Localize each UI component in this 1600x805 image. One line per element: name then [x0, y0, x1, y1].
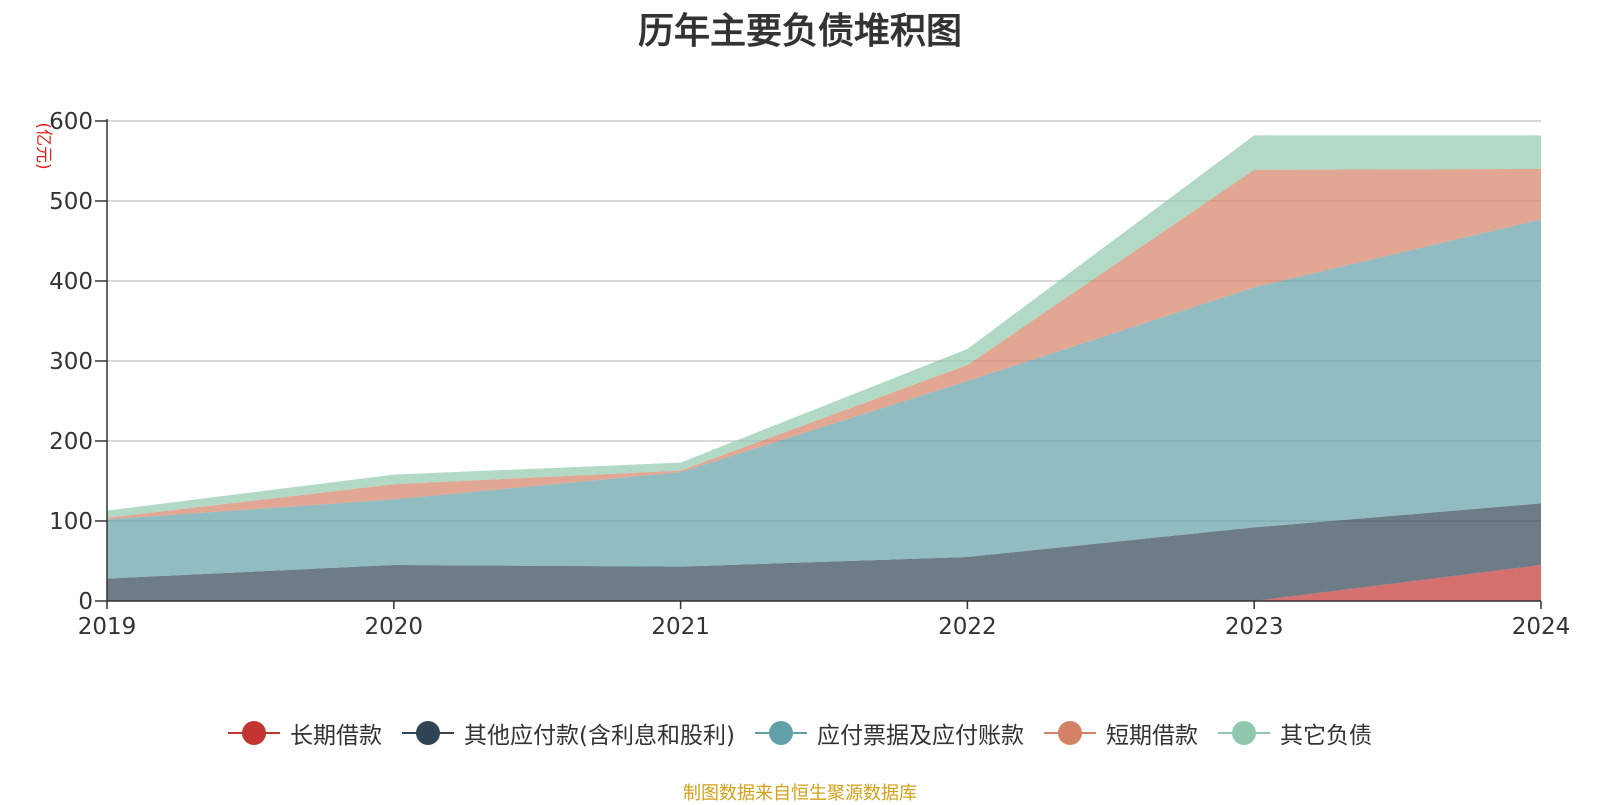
legend-marker-icon	[1217, 721, 1270, 745]
area-应付票据及应付账款	[107, 219, 1541, 579]
x-tick-label: 2019	[78, 614, 137, 640]
legend-item[interactable]: 其它负债	[1217, 716, 1372, 750]
legend-item[interactable]: 应付票据及应付账款	[754, 716, 1024, 750]
y-tick-labels: 0 100 200 300 400 500 600	[49, 109, 93, 615]
legend-marker-icon	[1043, 721, 1096, 745]
x-tick-label: 2022	[938, 614, 997, 640]
chart-title: 历年主要负债堆积图	[637, 11, 962, 52]
y-tick-label: 500	[49, 189, 93, 215]
x-tick-label: 2020	[365, 614, 424, 640]
legend-marker-icon	[754, 721, 807, 745]
area-长期借款	[107, 565, 1541, 601]
legend-label: 短期借款	[1105, 723, 1198, 749]
legend: 长期借款 其他应付款(含利息和股利) 应付票据及应付账款 短期借款 其它负债	[0, 716, 1600, 750]
legend-item[interactable]: 长期借款	[228, 716, 382, 750]
y-tick-label: 100	[49, 509, 93, 535]
y-tick-label: 300	[49, 349, 93, 375]
y-tick-label: 200	[49, 429, 93, 455]
legend-label: 长期借款	[290, 723, 383, 749]
axes	[106, 119, 1542, 609]
legend-label: 其他应付款(含利息和股利)	[464, 723, 735, 749]
area-series	[107, 135, 1541, 601]
y-tick-label: 0	[78, 589, 93, 615]
source-note: 制图数据来自恒生聚源数据库	[683, 783, 917, 804]
legend-item[interactable]: 短期借款	[1043, 716, 1198, 750]
chart-canvas: 0 100 200 300 400 500 600 2019 2020 2021 2022 2023…	[33, 109, 1571, 640]
x-tick-label: 2021	[651, 614, 710, 640]
area-短期借款	[107, 169, 1541, 520]
area-其他应付款(含利息和股利)	[107, 503, 1541, 601]
legend-marker-icon	[228, 721, 281, 745]
x-tick-labels: 2019 2020 2021 2022 2023 2024	[78, 614, 1571, 640]
x-tick-label: 2023	[1225, 614, 1284, 640]
y-tick-label: 600	[49, 109, 93, 135]
legend-label: 其它负债	[1279, 723, 1372, 749]
legend-marker-icon	[402, 721, 455, 745]
x-tick-label: 2024	[1512, 614, 1571, 640]
y-tick-label: 400	[49, 269, 93, 295]
legend-item[interactable]: 其他应付款(含利息和股利)	[402, 716, 735, 750]
y-axis-unit-label: (亿元)	[33, 122, 53, 169]
legend-label: 应付票据及应付账款	[816, 723, 1024, 749]
